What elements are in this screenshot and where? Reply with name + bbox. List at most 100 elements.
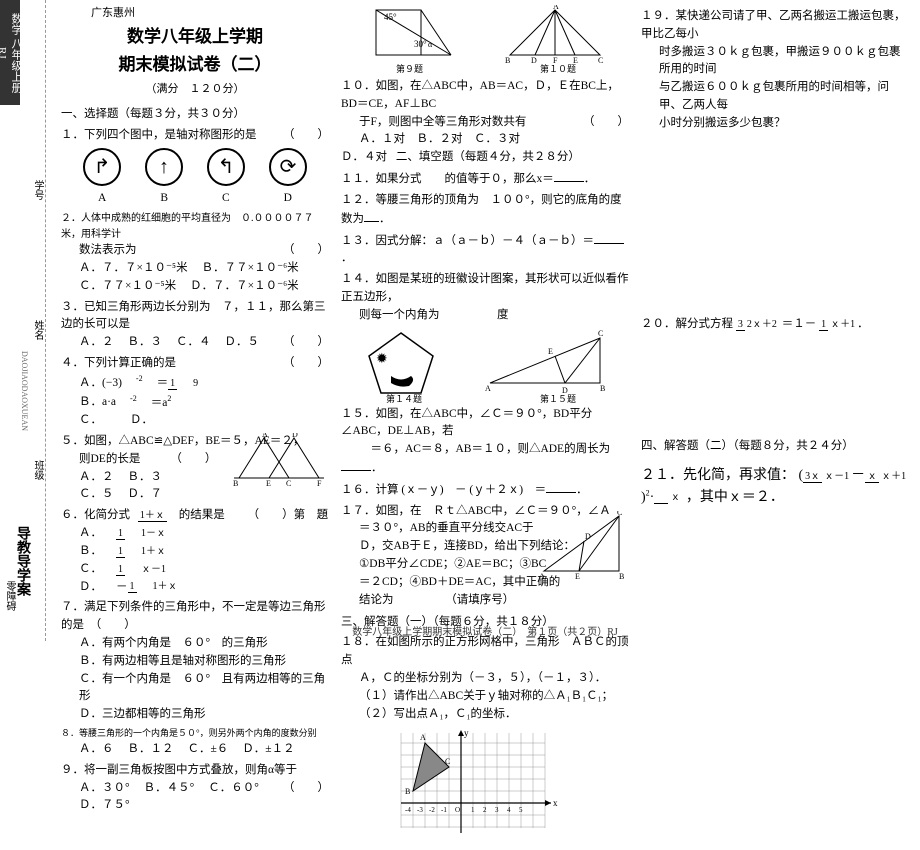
q18-text4: （２）写出点Ａ₁，Ｃ₁的坐标． <box>359 706 629 724</box>
svg-text:第１５题: 第１５题 <box>540 393 576 403</box>
q2-b: Ｂ．７７×１０⁻⁶米 <box>202 260 299 278</box>
q21: ２１．先化简，再求值： (3ｘｘ－1－ｘｘ＋1)2· ｘ ，其中ｘ＝２． <box>641 465 909 508</box>
svg-text:B: B <box>405 787 410 796</box>
svg-text:A: A <box>485 384 491 393</box>
q18-grid: xy -4-3 -2-1 O1 23 45 AC B <box>391 728 561 843</box>
svg-text:C: C <box>598 56 603 65</box>
q8: ８．等腰三角形的一个内角是５０°，则另外两个内角的度数分别 Ａ．６ Ｂ．１２ Ｃ… <box>61 727 329 759</box>
q5-c: Ｃ．５ <box>79 486 114 504</box>
column-3: １９．某快递公司请了甲、乙两名搬运工搬运包裹，甲比乙每小 时多搬运３０ｋｇ包裹，… <box>635 5 915 620</box>
q19: １９．某快递公司请了甲、乙两名搬运工搬运包裹，甲比乙每小 时多搬运３０ｋｇ包裹，… <box>641 8 909 133</box>
sign-icon-d: ⟳ <box>269 148 307 186</box>
q1-a: A <box>98 190 106 208</box>
svg-text:5: 5 <box>519 806 523 814</box>
q7-c: Ｃ．有一个内角是 ６０° 且有两边相等的三角形 <box>79 671 329 707</box>
svg-text:C: C <box>445 757 450 766</box>
answer-paren: （ ）第 題 <box>248 509 329 521</box>
q16: １６．计算 (ｘ－ｙ) － (ｙ＋２ｘ) ＝． <box>341 481 629 500</box>
svg-text:E: E <box>266 479 271 488</box>
q4-d: Ｄ． <box>130 412 167 430</box>
svg-text:E: E <box>575 572 580 581</box>
q3-b: Ｂ．３ <box>128 334 163 352</box>
q17-text6: 结论为 （请填序号） <box>359 592 629 610</box>
q19-text: １９．某快递公司请了甲、乙两名搬运工搬运包裹，甲比乙每小 <box>641 8 909 44</box>
q18-text2: Ａ，Ｃ的坐标分别为（－３，５），（－１，３）． <box>359 670 629 688</box>
q19-text4: 小时分别搬运多少包裹？ <box>659 115 909 133</box>
svg-text:第１４题: 第１４题 <box>386 393 422 403</box>
svg-text:B: B <box>505 56 510 65</box>
q8-d: Ｄ．±１２ <box>242 741 294 759</box>
fill-class: 班级 <box>30 460 45 480</box>
q13: １３．因式分解：ａ（ａ－ｂ）－４（ａ－ｂ）＝． <box>341 232 629 269</box>
svg-text:✹: ✹ <box>376 352 388 367</box>
q2-text: ２．人体中成熟的红细胞的平均直径为 ０.００００７７米，用科学计 <box>61 211 329 242</box>
q2-d: Ｄ．７．７×１０⁻⁶米 <box>190 278 299 296</box>
exam-page: 广东惠州 数学八年级上学期 期末模拟试卷（二） （满分 １２０分） 一、选择题（… <box>55 0 915 641</box>
svg-text:45°: 45° <box>384 12 397 22</box>
svg-text:F: F <box>317 479 322 488</box>
svg-text:-4: -4 <box>405 806 411 814</box>
svg-text:A: A <box>553 5 559 11</box>
q4-b: Ｂ．a·a-2＝a2 <box>79 393 185 413</box>
answer-paren: （ ） <box>283 334 329 352</box>
q15-text2: ＝６，AC＝８，AB＝１０，则△ADE的周长为 <box>359 443 610 455</box>
q6-a: Ａ．11－ｘ <box>79 525 196 543</box>
answer-paren: （ ） <box>283 780 329 798</box>
q5-d: Ｄ．７ <box>128 486 163 504</box>
fill-name: 姓名 <box>30 320 45 340</box>
q19-text3: 与乙搬运６００ｋｇ包裹所用的时间相等，问甲、乙两人每 <box>659 79 909 115</box>
q18: １８．在如图所示的正方形网格中，三角形 ＡＢＣ的顶点 Ａ，Ｃ的坐标分别为（－３，… <box>341 634 629 723</box>
q21-text2: ，其中ｘ＝２． <box>686 490 784 505</box>
q9-d: Ｄ．７５° <box>79 797 130 815</box>
q18-text3: （１）请作出△ABC关于ｙ轴对称的△Ａ₁Ｂ₁Ｃ₁； <box>359 688 629 706</box>
q3-c: Ｃ．４ <box>176 334 211 352</box>
q4-text: ４．下列计算正确的是 <box>61 357 176 369</box>
answer-paren: （ ） <box>170 453 216 465</box>
q10-d: Ｄ．４对 <box>341 151 387 163</box>
q1-b: B <box>160 190 168 208</box>
q7: ７．满足下列条件的三角形中，不一定是等边三角形的是 （ ） Ａ．有两个内角是 ６… <box>61 599 329 724</box>
answer-paren: （ ） <box>283 242 329 260</box>
svg-text:C: C <box>286 479 291 488</box>
q5: AD BE CF ５．如图，△ABC≌△DEF，BE＝５，AE＝２， 则DE的长… <box>61 433 329 504</box>
q20-eq: ＝１－ <box>782 318 817 330</box>
section-2-title: 二、填空题（每题４分，共２８分） <box>396 151 580 163</box>
q17-figure: AC BE D <box>539 511 629 581</box>
q6-d: Ｄ．－11＋ｘ <box>79 579 208 597</box>
q1-text: １．下列四个图中，是轴对称图形的是 <box>61 129 257 141</box>
q2-text2: 数法表示为 <box>79 244 137 256</box>
q3: ３．已知三角形两边长分别为 ７，１１，那么第三边的长可以是 （ ） Ａ．２ Ｂ．… <box>61 299 329 352</box>
svg-text:D: D <box>531 56 537 65</box>
svg-text:1: 1 <box>471 806 475 814</box>
q1-c: C <box>222 190 230 208</box>
svg-text:2: 2 <box>483 806 487 814</box>
side-logo: 零障碍 <box>2 581 17 611</box>
svg-text:x: x <box>553 798 558 808</box>
q9: ９．将一副三角板按图中方式叠放，则角α等于（ ） Ａ．３０° Ｂ．４５° Ｃ．６… <box>61 762 329 815</box>
q1-d: D <box>284 190 292 208</box>
fill-school: 学号 <box>30 180 45 200</box>
svg-text:第１０题: 第１０题 <box>540 63 576 74</box>
q7-b: Ｂ．有两边相等且是轴对称图形的三角形 <box>79 653 329 671</box>
svg-text:E: E <box>548 347 553 356</box>
q3-text: ３．已知三角形两边长分别为 ７，１１，那么第三边的长可以是 <box>61 299 329 335</box>
q19-text2: 时多搬运３０ｋｇ包裹，甲搬运９００ｋｇ包裹所用的时间 <box>659 44 909 80</box>
q18-text: １８．在如图所示的正方形网格中，三角形 ＡＢＣ的顶点 <box>341 634 629 670</box>
q20-text: ２０．解分式方程 <box>641 318 733 330</box>
q3-a: Ａ．２ <box>79 334 114 352</box>
svg-text:α: α <box>428 40 433 49</box>
q8-text: ８．等腰三角形的一个内角是５０°，则另外两个内角的度数分别 <box>61 727 329 741</box>
q10-text2: 于F，则图中全等三角形对数共有 <box>359 116 526 128</box>
answer-paren: （ ） <box>283 127 329 145</box>
q8-b: Ｂ．１２ <box>128 741 174 759</box>
svg-text:A: A <box>539 572 545 581</box>
answer-paren: （ ） <box>283 355 329 373</box>
q8-a: Ａ．６ <box>79 741 114 759</box>
q14-figure: ✹ 第１４题 <box>361 328 441 403</box>
q8-c: Ｃ．±６ <box>188 741 229 759</box>
q14-text: １４．如图是某班的班徽设计图案，其形状可以近似看作正五边形， <box>341 271 629 307</box>
q2-c: Ｃ．７７×１０⁻⁵米 <box>79 278 176 296</box>
q5-text2: 则DE的长是 <box>79 453 140 465</box>
sign-icon-a: ↱ <box>83 148 121 186</box>
answer-paren: （ ） <box>583 114 629 132</box>
